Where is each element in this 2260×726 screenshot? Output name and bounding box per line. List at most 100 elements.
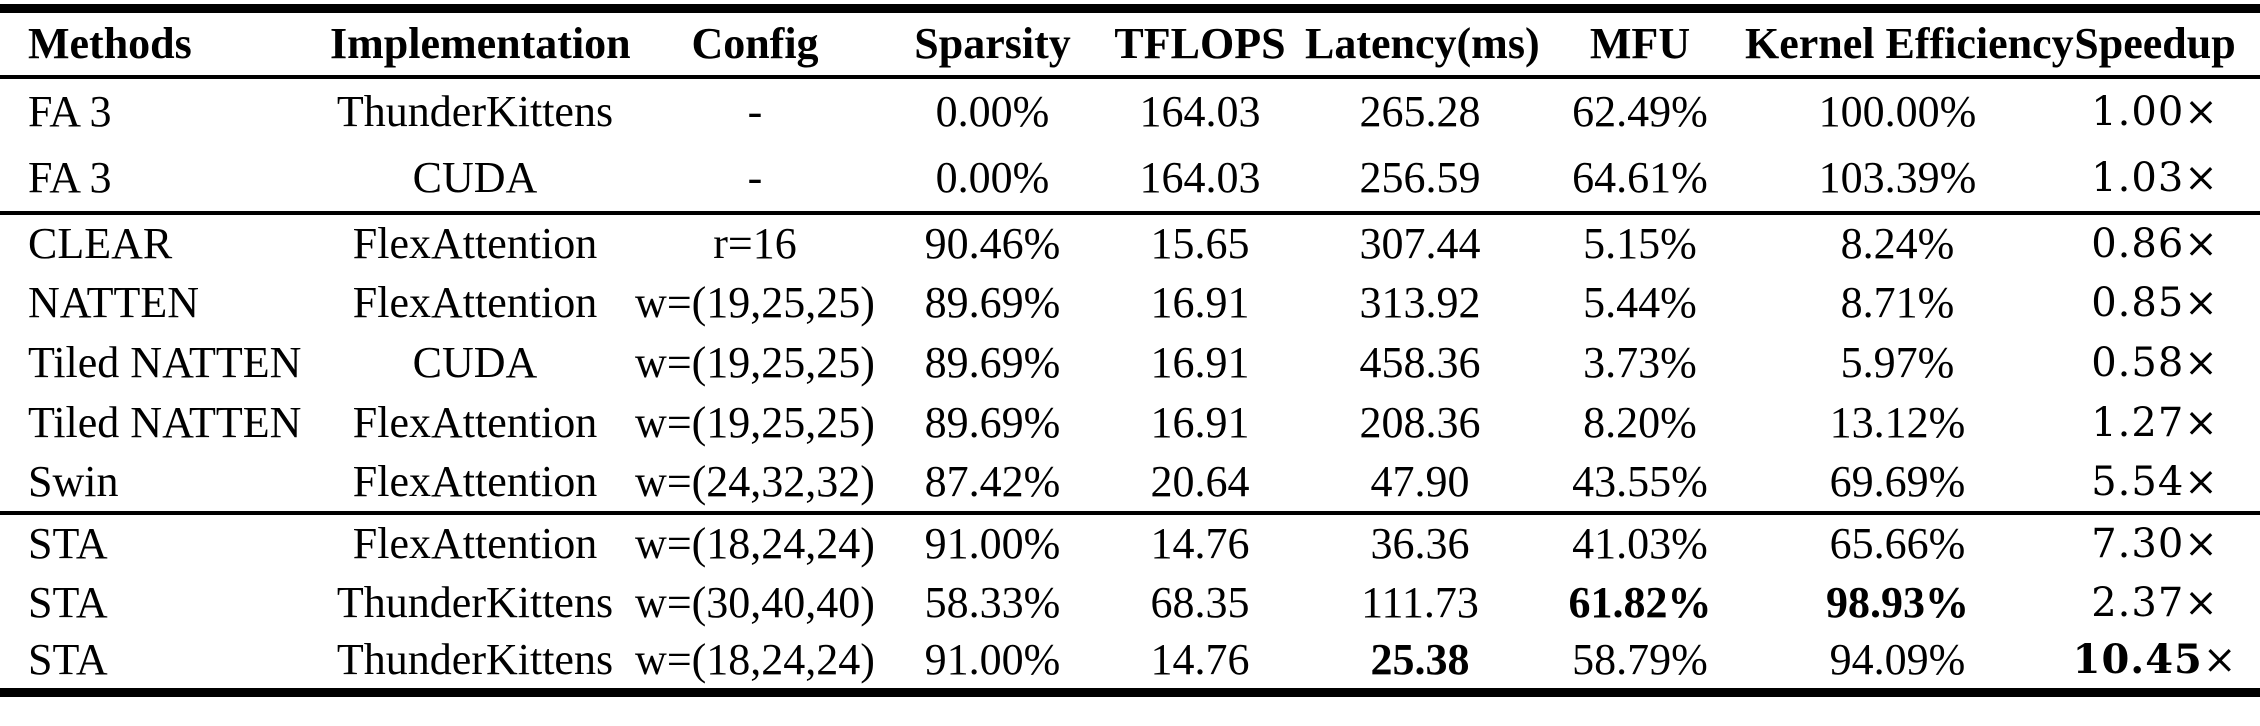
cell-text: NATTEN <box>28 277 200 327</box>
cell-text: 47.90 <box>1370 456 1470 506</box>
cell-tflops: 164.03 <box>1095 145 1305 213</box>
header-cell-implementation: Implementation <box>330 18 631 68</box>
cell-sparsity: 90.46% <box>890 213 1095 273</box>
cell-text: - <box>747 86 763 136</box>
cell-mfu: 5.15% <box>1535 213 1745 273</box>
cell-text: 313.92 <box>1359 277 1481 327</box>
header-cell-methods: Methods <box>28 18 192 68</box>
cell-kernel-efficiency: 5.97% <box>1745 333 2050 393</box>
cell-text: 90.46% <box>924 218 1061 268</box>
cell-speedup: 0.85× <box>2050 273 2260 333</box>
header-cell-config: Config <box>691 18 819 68</box>
cell-mfu: 58.79% <box>1535 633 1745 693</box>
cell-methods: FA 3 <box>0 77 330 145</box>
cell-text: 69.69% <box>1829 456 1966 506</box>
cell-text: CLEAR <box>28 218 173 268</box>
cell-text: 10.45 <box>2072 636 2203 684</box>
cell-mfu: 43.55% <box>1535 453 1745 513</box>
cell-speedup: 1.00× <box>2050 77 2260 145</box>
cell-text: 58.79% <box>1572 635 1708 685</box>
cell-text: 64.61% <box>1572 152 1708 202</box>
table-row: Tiled NATTEN CUDA w=(19,25,25) 89.69% 16.91 4… <box>0 333 2260 393</box>
benchmark-table: Methods Implementation Config Sparsity TFLOP… <box>0 4 2260 697</box>
cell-latency-ms: 307.44 <box>1305 213 1535 273</box>
table-row: Tiled NATTEN FlexAttention w=(19,25,25) 89.… <box>0 393 2260 453</box>
cell-text: ThunderKittens <box>336 577 614 627</box>
cell-text: 14.76 <box>1150 518 1250 568</box>
header-cell-kernel-efficiency: Kernel Efficiency <box>1745 18 2074 68</box>
header-cell-mfu: MFU <box>1589 18 1691 68</box>
cell-mfu: 41.03% <box>1535 513 1745 573</box>
cell-latency-ms: 265.28 <box>1305 77 1535 145</box>
cell-text: 68.35 <box>1150 577 1250 627</box>
cell-text: 164.03 <box>1139 152 1261 202</box>
cell-text: 0.86× <box>2091 220 2219 267</box>
cell-methods: Tiled NATTEN <box>0 393 330 453</box>
cell-text: 94.09% <box>1829 635 1966 685</box>
cell-implementation: ThunderKittens <box>330 573 620 633</box>
cell-kernel-efficiency: 103.39% <box>1745 145 2050 213</box>
cell-text: 5.15% <box>1583 218 1697 268</box>
cell-latency-ms: 208.36 <box>1305 393 1535 453</box>
cell-text: 307.44 <box>1359 218 1481 268</box>
cell-sparsity: 89.69% <box>890 393 1095 453</box>
table-group-sta: STA FlexAttention w=(18,24,24) 91.00% 14.76 3… <box>0 513 2260 693</box>
cell-config: r=16 <box>620 213 890 273</box>
cell-text: ThunderKittens <box>336 86 614 136</box>
header-cell-speedup: Speedup <box>2074 18 2236 68</box>
cell-text: 1.03× <box>2091 154 2219 201</box>
cell-mfu: 5.44% <box>1535 273 1745 333</box>
cell-text: 208.36 <box>1359 397 1481 447</box>
cell-text: 5.44% <box>1583 277 1697 327</box>
header-cell-latency-ms: Latency(ms) <box>1305 18 1540 68</box>
cell-tflops: 14.76 <box>1095 513 1305 573</box>
cell-speedup: 7.30× <box>2050 513 2260 573</box>
cell-latency-ms: 111.73 <box>1305 573 1535 633</box>
cell-latency-ms: 458.36 <box>1305 333 1535 393</box>
cell-text: 3.73% <box>1583 337 1697 387</box>
cell-kernel-efficiency: 8.71% <box>1745 273 2050 333</box>
cell-config: w=(19,25,25) <box>620 273 890 333</box>
table-row: STA ThunderKittens w=(30,40,40) 58.33% 68.35… <box>0 573 2260 633</box>
cell-kernel-efficiency: 65.66% <box>1745 513 2050 573</box>
cell-text: FA 3 <box>28 86 112 136</box>
cell-implementation: FlexAttention <box>330 453 620 513</box>
cell-implementation: ThunderKittens <box>330 77 620 145</box>
cell-speedup: 10.45× <box>2050 633 2260 693</box>
cell-text: 256.59 <box>1359 152 1481 202</box>
cell-text: r=16 <box>713 218 797 268</box>
cell-text: 16.91 <box>1150 337 1250 387</box>
cell-text: w=(30,40,40) <box>635 577 875 627</box>
cell-kernel-efficiency: 94.09% <box>1745 633 2050 693</box>
cell-config: w=(19,25,25) <box>620 333 890 393</box>
cell-text: 0.00% <box>935 152 1050 202</box>
cell-text: 89.69% <box>924 397 1061 447</box>
cell-sparsity: 0.00% <box>890 77 1095 145</box>
cell-text: w=(24,32,32) <box>635 456 875 506</box>
cell-latency-ms: 313.92 <box>1305 273 1535 333</box>
cell-tflops: 16.91 <box>1095 393 1305 453</box>
table-row: STA ThunderKittens w=(18,24,24) 91.00% 14.76… <box>0 633 2260 693</box>
cell-text: FlexAttention <box>352 397 598 447</box>
cell-text: 87.42% <box>924 456 1061 506</box>
cell-text: 8.24% <box>1840 218 1955 268</box>
cell-text: FlexAttention <box>352 218 598 268</box>
cell-config: - <box>620 77 890 145</box>
cell-text: Tiled NATTEN <box>28 397 302 447</box>
cell-methods: Tiled NATTEN <box>0 333 330 393</box>
cell-latency-ms: 36.36 <box>1305 513 1535 573</box>
cell-text: 103.39% <box>1818 152 1977 202</box>
cell-text: 20.64 <box>1150 456 1250 506</box>
cell-methods: FA 3 <box>0 145 330 213</box>
cell-methods: STA <box>0 573 330 633</box>
cell-speedup: 0.58× <box>2050 333 2260 393</box>
cell-text: 111.73 <box>1361 577 1479 627</box>
cell-methods: NATTEN <box>0 273 330 333</box>
cell-text: 16.91 <box>1150 397 1250 447</box>
cell-text: 16.91 <box>1150 277 1250 327</box>
cell-text: 0.00% <box>935 86 1050 136</box>
cell-mfu: 61.82% <box>1535 573 1745 633</box>
cell-text: Swin <box>28 456 119 506</box>
cell-sparsity: 89.69% <box>890 333 1095 393</box>
cell-text: 89.69% <box>924 277 1061 327</box>
